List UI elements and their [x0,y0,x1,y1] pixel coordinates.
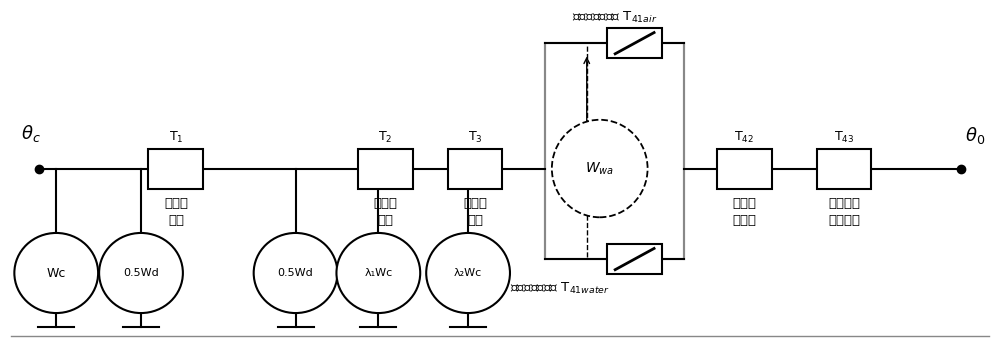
Ellipse shape [14,233,98,313]
Text: 0.5Wd: 0.5Wd [278,268,313,278]
Bar [358,148,413,188]
Text: T$_2$: T$_2$ [378,130,393,145]
Text: T$_1$: T$_1$ [169,130,183,145]
Text: Wc: Wc [47,266,66,279]
Text: 外护层
热阻: 外护层 热阻 [463,197,487,227]
Text: λ₂Wc: λ₂Wc [454,268,482,278]
Bar [545,43,684,259]
Text: 管道本
身热阻: 管道本 身热阻 [732,197,756,227]
Ellipse shape [254,233,337,313]
Text: $W_{wa}$: $W_{wa}$ [585,160,614,177]
Text: 管道外部
媒质热阻: 管道外部 媒质热阻 [828,197,860,227]
Bar [817,148,871,188]
Ellipse shape [552,120,648,217]
Bar [148,148,203,188]
Text: λ₁Wc: λ₁Wc [364,268,392,278]
Text: $\theta_0$: $\theta_0$ [965,125,985,146]
Ellipse shape [336,233,420,313]
Text: 管道内积水热阻 T$_{41water}$: 管道内积水热阻 T$_{41water}$ [510,281,610,296]
Text: 绝缘层
热阻: 绝缘层 热阻 [164,197,188,227]
Bar [448,148,502,188]
Text: T$_3$: T$_3$ [468,130,482,145]
Bar [717,148,772,188]
Text: 内衬层
热阻: 内衬层 热阻 [373,197,397,227]
Bar [607,28,662,58]
Text: T$_{42}$: T$_{42}$ [734,130,754,145]
Ellipse shape [426,233,510,313]
Text: $\theta_c$: $\theta_c$ [21,123,41,144]
Text: 管道内空气热阻 T$_{41air}$: 管道内空气热阻 T$_{41air}$ [572,9,657,25]
Text: 0.5Wd: 0.5Wd [123,268,159,278]
Bar [607,244,662,274]
Text: T$_{43}$: T$_{43}$ [834,130,854,145]
Ellipse shape [99,233,183,313]
